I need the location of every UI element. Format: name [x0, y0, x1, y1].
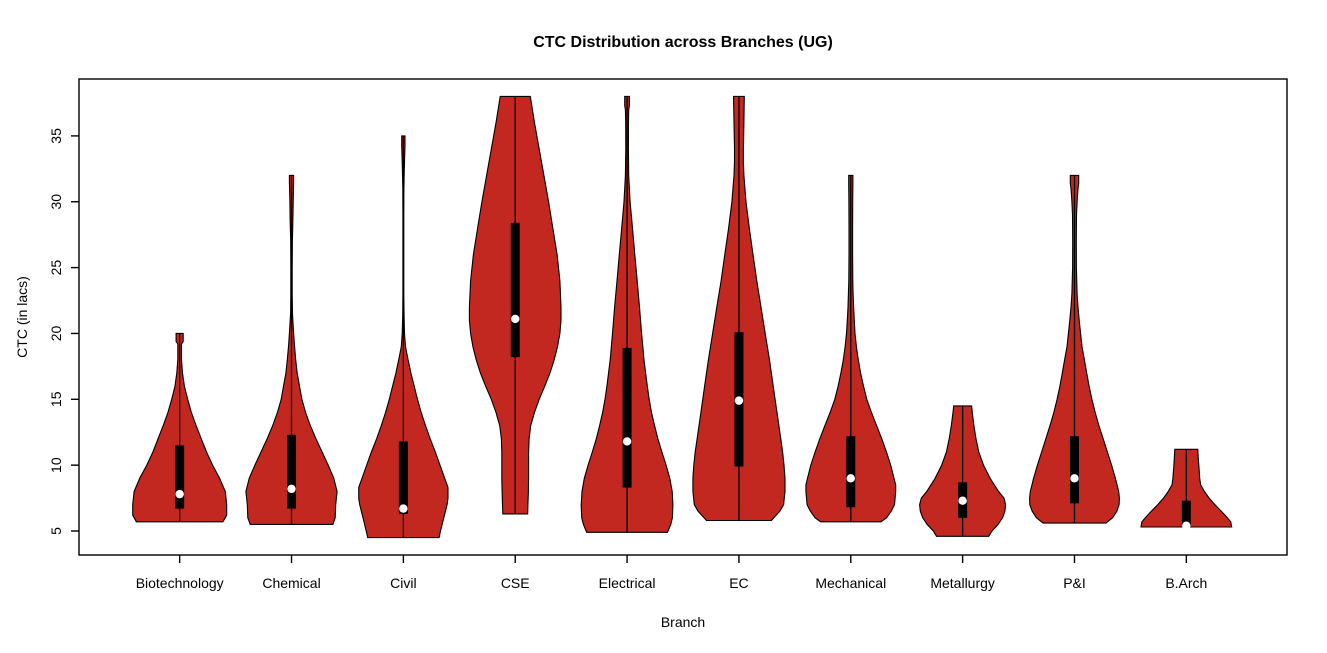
violin-chemical: [245, 174, 338, 525]
median-dot-electrical: [622, 437, 632, 446]
median-dot-mechanical: [846, 474, 855, 483]
iqr-box-b-arch: [1181, 500, 1191, 526]
median-dot-civil: [399, 504, 408, 513]
violin-metallurgy: [919, 405, 1007, 537]
violin-biotechnology: [132, 332, 228, 523]
median-dot-chemical: [287, 484, 296, 494]
median-dot-p-i: [1070, 474, 1079, 483]
x-tick-label-metallurgy: Metallurgy: [930, 575, 995, 591]
iqr-box-chemical: [287, 434, 297, 509]
violin-electrical: [580, 95, 674, 533]
x-axis-title: Branch: [661, 614, 705, 630]
x-tick-label-electrical: Electrical: [599, 575, 656, 591]
plot-border: [78, 78, 1288, 556]
y-tick-label-20: 20: [48, 325, 64, 341]
median-dot-metallurgy: [958, 496, 967, 505]
iqr-box-p-i: [1069, 436, 1079, 504]
violin-civil: [358, 135, 449, 539]
median-dot-ec: [734, 396, 744, 405]
y-axis-ticks: 5 10 15 20 25 30 35: [48, 128, 79, 535]
violin-b-arch: [1140, 448, 1233, 530]
violins-group: [132, 95, 1233, 539]
x-axis-ticks: Biotechnology Chemical Civil CSE Electrical E…: [136, 555, 1207, 591]
x-tick-label-p-i: P&I: [1063, 575, 1086, 591]
violin-cse: [468, 95, 562, 515]
median-dot-b-arch: [1182, 521, 1191, 530]
y-axis-title: CTC (in lacs): [14, 276, 30, 358]
y-tick-label-5: 5: [48, 527, 64, 535]
chart-title: CTC Distribution across Branches (UG): [533, 34, 833, 51]
iqr-box-mechanical: [846, 436, 856, 508]
iqr-box-biotechnology: [175, 445, 185, 509]
y-tick-label-10: 10: [48, 457, 64, 473]
y-tick-label-15: 15: [48, 391, 64, 407]
x-tick-label-b-arch: B.Arch: [1165, 575, 1207, 591]
x-tick-label-ec: EC: [729, 575, 748, 591]
violin-mechanical: [805, 174, 897, 523]
violin-ec: [692, 95, 786, 522]
median-dot-cse: [511, 314, 520, 324]
iqr-box-civil: [398, 441, 408, 514]
y-tick-label-25: 25: [48, 260, 64, 276]
median-dot-biotechnology: [175, 489, 184, 499]
y-tick-label-35: 35: [48, 128, 64, 144]
x-tick-label-civil: Civil: [390, 575, 416, 591]
y-tick-label-30: 30: [48, 194, 64, 210]
x-tick-label-chemical: Chemical: [262, 575, 320, 591]
iqr-box-cse: [510, 222, 520, 358]
iqr-box-electrical: [622, 347, 632, 488]
violin-p-i: [1029, 174, 1120, 524]
x-tick-label-biotechnology: Biotechnology: [136, 575, 224, 591]
x-tick-label-mechanical: Mechanical: [815, 575, 886, 591]
x-tick-label-cse: CSE: [501, 575, 530, 591]
